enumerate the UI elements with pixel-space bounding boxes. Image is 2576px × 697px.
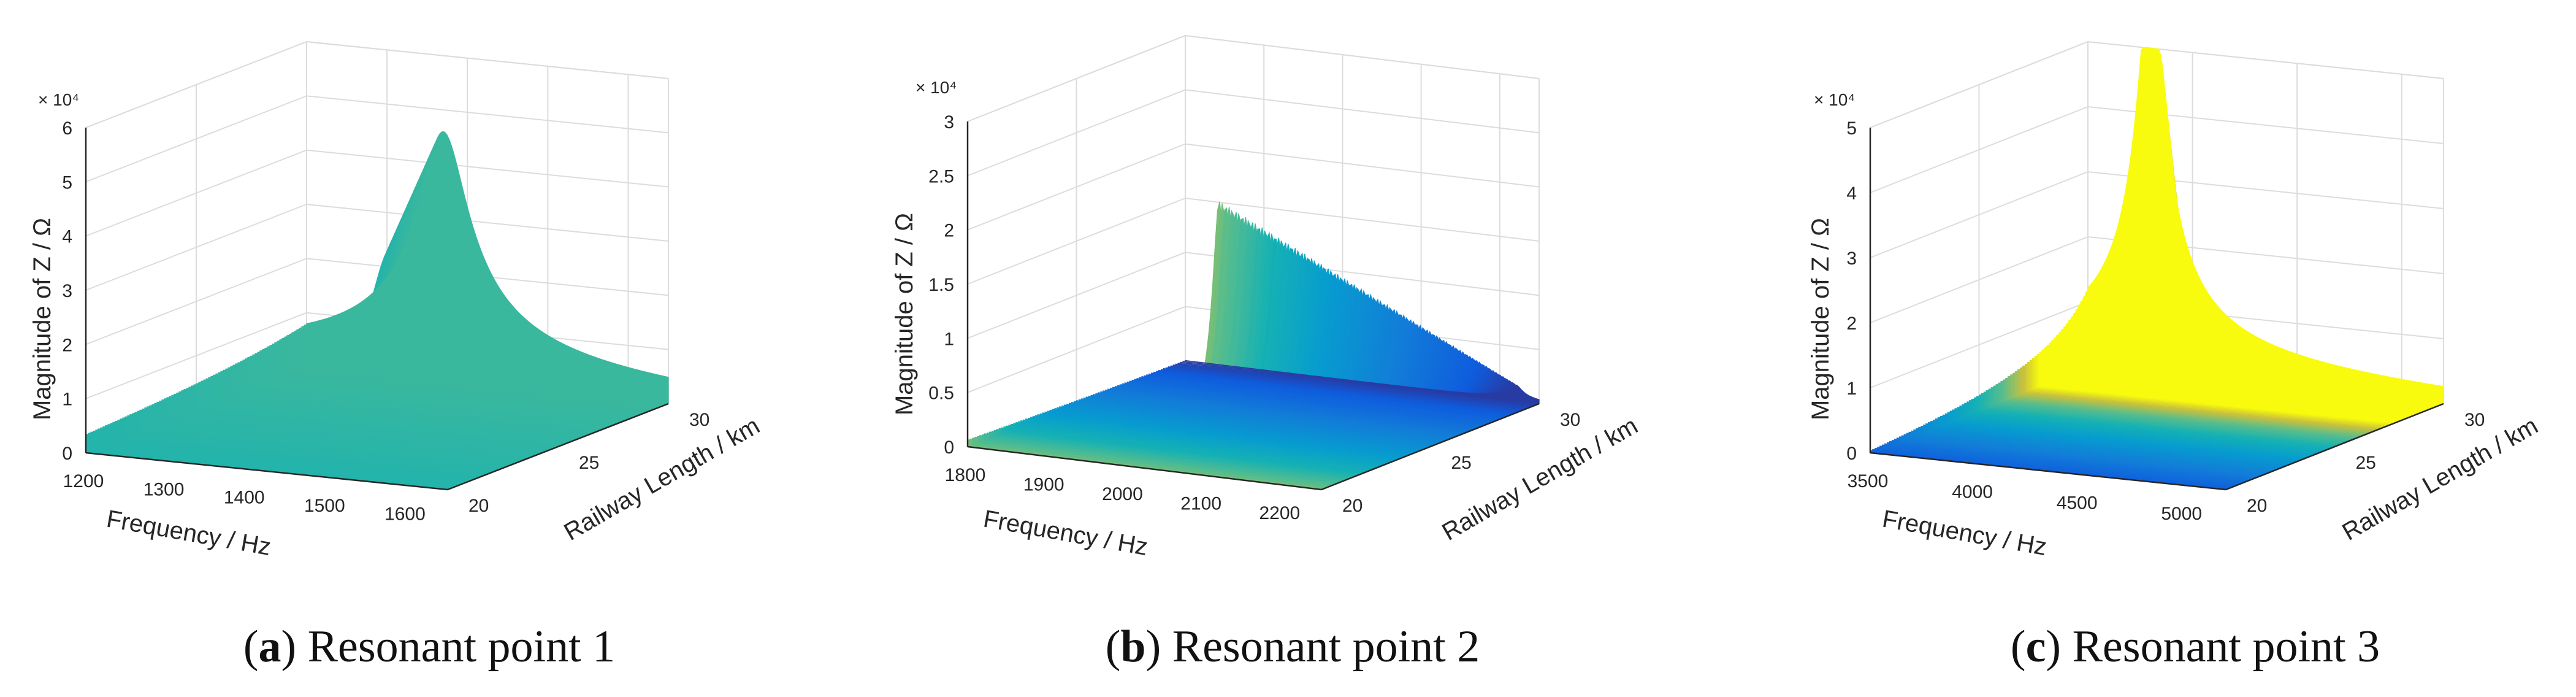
panel-b-z-tick-label: 0 <box>944 437 954 458</box>
panel-a-z-scale-label: × 10⁴ <box>38 90 79 109</box>
panel-a-z-tick-label: 4 <box>62 227 72 247</box>
panel-a-x-tick-label: 1300 <box>143 479 185 499</box>
panel-c-z-tick-label: 0 <box>1846 444 1857 464</box>
panel-a-x-tick-label: 1600 <box>384 504 426 524</box>
panel-b-z-tick-label: 2 <box>944 221 954 241</box>
caption-c-letter: c <box>2026 622 2046 672</box>
panel-a-z-tick-label: 6 <box>62 118 72 139</box>
panel-c-surface-strip <box>2087 47 2444 404</box>
panel-a-x-tick-label: 1200 <box>63 471 104 491</box>
panel-c-x-axis-label: Frequency / Hz <box>1880 506 2049 561</box>
panel-c-z-tick-label: 5 <box>1846 118 1857 139</box>
panel-c-z-tick-label: 4 <box>1846 183 1857 204</box>
panel-c-x-tick-label: 5000 <box>2161 504 2202 524</box>
panel-b-z-tick-label: 3 <box>944 112 954 133</box>
panel-c-x-tick-label: 4500 <box>2057 493 2098 513</box>
panel-a-y-tick-label: 20 <box>468 496 489 516</box>
panel-a-y-tick-label: 25 <box>579 453 599 473</box>
panel-a-surface <box>85 131 669 490</box>
panel-c-z-scale-label: × 10⁴ <box>1814 90 1855 109</box>
panel-b-z-tick-label: 1 <box>944 329 954 349</box>
panel-c-surface <box>1870 47 2444 490</box>
panel-b-x-tick-label: 2200 <box>1259 503 1301 523</box>
panel-a-x-tick-label: 1400 <box>224 488 265 508</box>
panel-a-z-axis-label: Magnitude of Z / Ω <box>29 218 56 420</box>
caption-c: (c) Resonant point 3 <box>2011 622 2380 672</box>
panel-a-x-axis-label: Frequency / Hz <box>104 506 273 561</box>
caption-c-text: ) Resonant point 3 <box>2046 622 2380 672</box>
panel-b-x-tick-label: 1900 <box>1023 475 1064 495</box>
panel-c-y-tick-label: 30 <box>2464 410 2485 430</box>
panel-a-z-tick-label: 5 <box>62 172 72 193</box>
panel-a-z-tick-label: 2 <box>62 335 72 355</box>
panel-b-y-tick-label: 30 <box>1560 410 1580 430</box>
caption-b: (b) Resonant point 2 <box>1106 622 1480 672</box>
panel-a-z-tick-label: 0 <box>62 444 72 464</box>
panel-a-surface-strip <box>306 131 669 404</box>
panel-a-x-tick-label: 1500 <box>304 496 345 516</box>
panel-c: 0 1 2 3 4 5 3500 4000 4500 5000 20 25 30 × 10⁴ Magni… <box>1807 40 2542 561</box>
caption-b-text: ) Resonant point 2 <box>1146 622 1480 672</box>
panel-a-y-tick-label: 30 <box>689 410 709 430</box>
panel-c-z-tick-label: 3 <box>1846 248 1857 269</box>
caption-a: (a) Resonant point 1 <box>243 622 615 672</box>
panel-b-x-axis-label: Frequency / Hz <box>981 506 1150 561</box>
panel-a-z-tick-label: 1 <box>62 390 72 410</box>
panel-b-z-scale-label: × 10⁴ <box>915 78 957 97</box>
panel-c-y-tick-label: 25 <box>2356 453 2376 473</box>
panel-c-z-tick-label: 1 <box>1846 379 1857 399</box>
panel-b-y-tick-label: 25 <box>1451 453 1472 473</box>
panel-b-z-axis-label: Magnitude of Z / Ω <box>891 213 918 415</box>
panel-c-ticks: 0 1 2 3 4 5 3500 4000 4500 5000 20 25 30 <box>1846 118 2485 524</box>
panel-a-ticks: 0 1 2 3 4 5 6 1200 1300 1400 1500 1600 20 25 30 <box>62 118 709 524</box>
panel-c-z-tick-label: 2 <box>1846 314 1857 334</box>
panel-b-ticks: 0 0.5 1 1.5 2 2.5 3 1800 1900 2000 2100 2200 20 25 30 <box>928 112 1580 523</box>
panel-b-surface-strip <box>1185 360 1540 404</box>
panel-b-surface <box>967 201 1540 490</box>
panel-b-z-tick-label: 0.5 <box>928 383 954 404</box>
caption-a-text: ) Resonant point 1 <box>281 622 615 672</box>
caption-a-letter: a <box>258 622 281 672</box>
caption-b-letter: b <box>1120 622 1145 672</box>
panel-a-z-tick-label: 3 <box>62 281 72 301</box>
panel-c-y-tick-label: 20 <box>2247 496 2267 516</box>
panel-b-z-tick-label: 2.5 <box>928 166 954 187</box>
panel-b-y-tick-label: 20 <box>1342 496 1363 516</box>
panel-c-z-axis-label: Magnitude of Z / Ω <box>1807 218 1834 420</box>
panel-b-x-tick-label: 2100 <box>1180 494 1221 514</box>
panel-b-z-tick-label: 1.5 <box>928 275 954 295</box>
panel-b-x-tick-label: 1800 <box>945 465 986 485</box>
panel-c-x-tick-label: 4000 <box>1952 482 1993 503</box>
panel-b-x-tick-label: 2000 <box>1102 484 1143 504</box>
panel-c-x-tick-label: 3500 <box>1848 471 1889 491</box>
